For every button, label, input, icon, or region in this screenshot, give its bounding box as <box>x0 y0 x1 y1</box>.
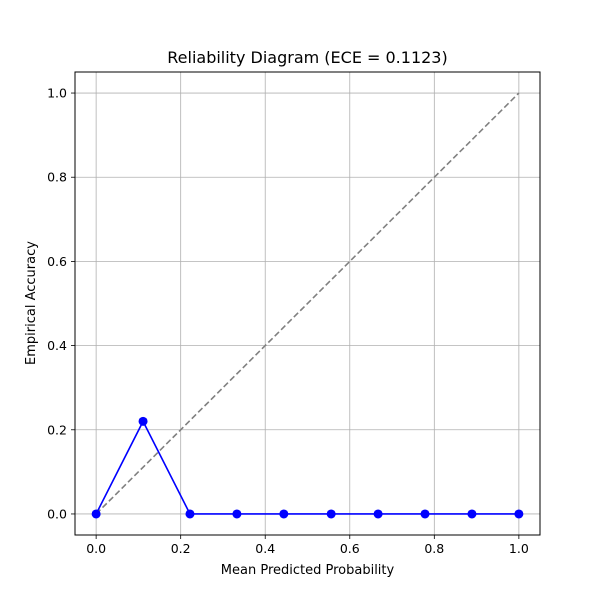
x-tick-label: 0.4 <box>255 541 275 556</box>
plot-series <box>91 92 524 519</box>
y-tick-label: 1.0 <box>47 86 67 101</box>
calibration-point <box>185 509 195 519</box>
perfect-calibration-line <box>95 92 520 515</box>
calibration-point <box>91 509 101 519</box>
calibration-point <box>420 509 430 519</box>
calibration-point <box>373 509 383 519</box>
x-axis-label: Mean Predicted Probability <box>221 563 395 578</box>
chart-title: Reliability Diagram (ECE = 0.1123) <box>167 48 447 67</box>
axis-ticks: 0.0 0.2 0.4 0.6 0.8 1.0 0.0 0.2 0.4 0.6 0.8 1.0 <box>47 86 529 556</box>
y-tick-label: 0.8 <box>47 170 67 185</box>
y-tick-label: 0.4 <box>47 338 67 353</box>
calibration-line <box>95 420 519 515</box>
y-tick-label: 0.0 <box>47 506 67 521</box>
grid <box>75 72 540 535</box>
x-tick-label: 0.2 <box>171 541 191 556</box>
calibration-point <box>514 509 524 519</box>
x-tick-label: 0.0 <box>86 541 106 556</box>
x-tick-label: 1.0 <box>509 541 529 556</box>
plot-frame <box>74 71 541 536</box>
calibration-point <box>467 509 477 519</box>
calibration-point <box>138 416 148 426</box>
x-tick-label: 0.6 <box>340 541 360 556</box>
y-tick-label: 0.6 <box>47 254 67 269</box>
x-tick-label: 0.8 <box>424 541 444 556</box>
y-axis-label: Empirical Accuracy <box>24 241 39 365</box>
calibration-point <box>326 509 336 519</box>
calibration-point <box>232 509 242 519</box>
calibration-point <box>279 509 289 519</box>
y-tick-label: 0.2 <box>47 422 67 437</box>
